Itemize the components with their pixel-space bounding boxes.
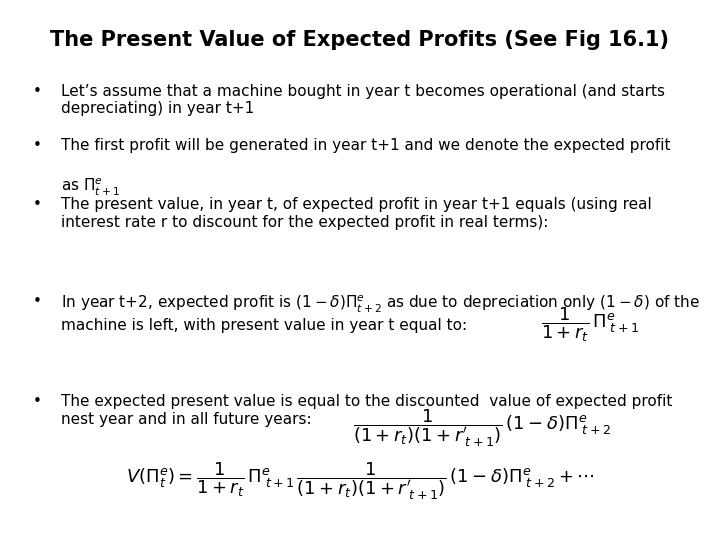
Text: $\dfrac{1}{1+r_t}\,\Pi^e_{\;t+1}$: $\dfrac{1}{1+r_t}\,\Pi^e_{\;t+1}$ [541, 305, 639, 344]
Text: Let’s assume that a machine bought in year t becomes operational (and starts
dep: Let’s assume that a machine bought in ye… [61, 84, 665, 116]
Text: The Present Value of Expected Profits (See Fig 16.1): The Present Value of Expected Profits (S… [50, 30, 670, 50]
Text: In year t+2, expected profit is $(1-\delta)\Pi^e_{t+2}$ as due to depreciation o: In year t+2, expected profit is $(1-\del… [61, 294, 700, 333]
Text: as $\Pi^e_{t+1}$: as $\Pi^e_{t+1}$ [61, 177, 120, 198]
Text: •: • [32, 138, 41, 153]
Text: •: • [32, 294, 41, 309]
Text: $V(\Pi^e_{t}) = \dfrac{1}{1+r_t}\,\Pi^e_{\;t+1}\,\dfrac{1}{(1+r_t)(1+r^{\prime}_: $V(\Pi^e_{t}) = \dfrac{1}{1+r_t}\,\Pi^e_… [126, 461, 594, 502]
Text: $\dfrac{1}{(1+r_t)(1+r^{\prime}_{\;t+1})}\,(1-\delta)\Pi^e_{\;t+2}$: $\dfrac{1}{(1+r_t)(1+r^{\prime}_{\;t+1})… [354, 408, 611, 449]
Text: The first profit will be generated in year t+1 and we denote the expected profit: The first profit will be generated in ye… [61, 138, 671, 153]
Text: •: • [32, 394, 41, 409]
Text: •: • [32, 197, 41, 212]
Text: The present value, in year t, of expected profit in year t+1 equals (using real
: The present value, in year t, of expecte… [61, 197, 652, 230]
Text: •: • [32, 84, 41, 99]
Text: The expected present value is equal to the discounted  value of expected profit
: The expected present value is equal to t… [61, 394, 672, 427]
